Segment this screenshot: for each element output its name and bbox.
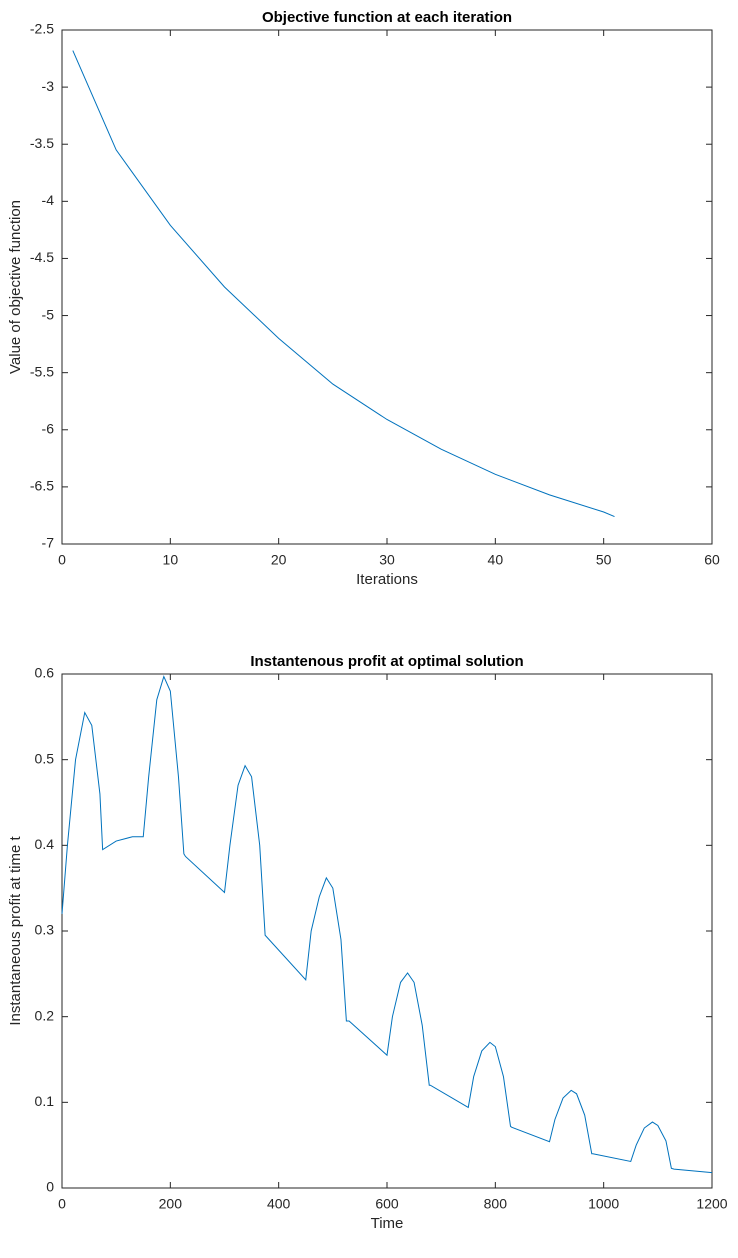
chart-title: Instantenous profit at optimal solution [250, 653, 523, 670]
y-tick-label: 0.4 [35, 836, 55, 852]
x-tick-label: 60 [704, 552, 720, 568]
y-tick-label: -2.5 [30, 21, 54, 37]
x-tick-label: 0 [58, 552, 66, 568]
y-tick-label: -3.5 [30, 135, 54, 151]
x-tick-label: 1200 [696, 1196, 727, 1212]
y-tick-label: 0.5 [35, 750, 55, 766]
y-tick-label: 0.2 [35, 1007, 55, 1023]
data-line [61, 675, 713, 1174]
x-tick-label: 400 [267, 1196, 291, 1212]
y-tick-label: -6.5 [30, 478, 54, 494]
y-tick-label: -4 [42, 192, 55, 208]
y-tick-label: -5 [42, 306, 55, 322]
y-tick-label: -5.5 [30, 363, 54, 379]
x-tick-label: 10 [163, 552, 179, 568]
x-tick-label: 50 [596, 552, 612, 568]
data-line [72, 50, 615, 518]
y-tick-label: 0.6 [35, 665, 55, 681]
y-tick-label: -7 [42, 535, 55, 551]
x-axis-label: Iterations [356, 571, 418, 588]
x-tick-label: 20 [271, 552, 287, 568]
chart-title: Objective function at each iteration [262, 9, 512, 26]
plot-area [61, 29, 713, 545]
y-tick-label: 0.3 [35, 922, 55, 938]
y-axis-label: Value of objective function [7, 200, 24, 374]
y-tick-label: -4.5 [30, 249, 54, 265]
y-tick-label: -6 [42, 420, 55, 436]
x-tick-label: 30 [379, 552, 395, 568]
y-tick-label: 0.1 [35, 1093, 55, 1109]
x-tick-label: 1000 [588, 1196, 619, 1212]
x-tick-label: 0 [58, 1196, 66, 1212]
y-axis-label: Instantaneous profit at time t [7, 836, 24, 1026]
x-tick-label: 200 [159, 1196, 183, 1212]
x-axis-label: Time [371, 1215, 404, 1232]
plot-area [61, 673, 713, 1189]
x-tick-label: 800 [484, 1196, 508, 1212]
y-tick-label: -3 [42, 78, 55, 94]
x-tick-label: 40 [488, 552, 504, 568]
y-tick-label: 0 [46, 1179, 54, 1195]
x-tick-label: 600 [375, 1196, 399, 1212]
